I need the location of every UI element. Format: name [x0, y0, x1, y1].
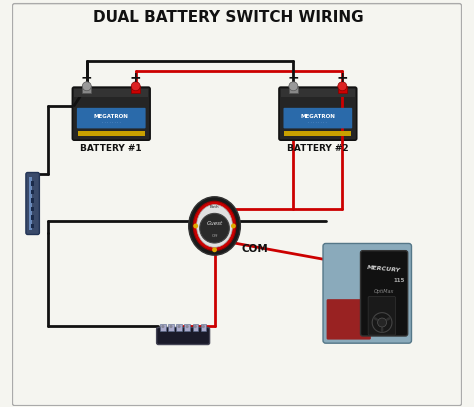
Text: BATTERY #2: BATTERY #2 — [287, 144, 349, 153]
Bar — [338, 86, 347, 94]
Circle shape — [372, 313, 392, 333]
Text: COM: COM — [241, 244, 268, 254]
Text: Off: Off — [211, 234, 218, 238]
Circle shape — [200, 213, 229, 243]
Text: −: − — [81, 71, 92, 85]
Bar — [31, 181, 35, 186]
Circle shape — [231, 223, 236, 228]
Circle shape — [177, 325, 181, 328]
FancyBboxPatch shape — [368, 296, 395, 335]
Circle shape — [212, 247, 217, 252]
Circle shape — [289, 82, 298, 91]
FancyBboxPatch shape — [77, 108, 146, 128]
FancyBboxPatch shape — [327, 299, 371, 339]
Text: Guest: Guest — [207, 221, 223, 226]
Text: 115: 115 — [394, 278, 405, 283]
Text: OptiMax: OptiMax — [374, 289, 394, 293]
Text: MERCURY: MERCURY — [367, 265, 401, 273]
Bar — [31, 215, 35, 220]
Ellipse shape — [386, 317, 391, 321]
Circle shape — [202, 325, 205, 328]
Bar — [31, 190, 35, 194]
Circle shape — [194, 325, 197, 328]
Bar — [131, 86, 140, 94]
FancyBboxPatch shape — [156, 328, 210, 345]
Circle shape — [186, 325, 189, 328]
Text: −: − — [288, 71, 299, 85]
Text: +: + — [337, 71, 348, 85]
FancyBboxPatch shape — [73, 87, 150, 140]
Bar — [168, 324, 173, 331]
Bar — [201, 324, 206, 331]
Bar — [31, 224, 35, 228]
Bar — [74, 89, 148, 97]
Text: Both: Both — [210, 205, 219, 209]
Ellipse shape — [193, 201, 236, 251]
Bar — [160, 324, 165, 331]
Bar — [289, 86, 298, 94]
FancyBboxPatch shape — [323, 243, 411, 343]
Bar — [31, 207, 35, 211]
Ellipse shape — [189, 197, 240, 255]
Text: MEGATRON: MEGATRON — [94, 114, 128, 119]
Ellipse shape — [197, 205, 233, 247]
FancyBboxPatch shape — [283, 108, 352, 128]
Text: MEGATRON: MEGATRON — [301, 114, 335, 119]
Bar — [284, 131, 351, 136]
FancyBboxPatch shape — [26, 173, 39, 234]
Circle shape — [161, 325, 164, 328]
Circle shape — [338, 82, 347, 91]
Bar — [192, 324, 198, 331]
Bar — [82, 86, 91, 94]
Bar — [29, 177, 32, 230]
FancyBboxPatch shape — [361, 251, 408, 336]
Text: · · · · · · · ·: · · · · · · · · — [309, 121, 327, 125]
Circle shape — [193, 223, 198, 228]
Text: DUAL BATTERY SWITCH WIRING: DUAL BATTERY SWITCH WIRING — [93, 10, 364, 24]
Ellipse shape — [374, 317, 378, 321]
Bar — [184, 324, 190, 331]
Bar — [78, 131, 145, 136]
Text: · · · · · · · ·: · · · · · · · · — [102, 121, 120, 125]
Bar — [176, 324, 182, 331]
Circle shape — [169, 325, 173, 328]
Circle shape — [131, 82, 140, 91]
Text: +: + — [130, 71, 142, 85]
Bar — [31, 198, 35, 203]
FancyBboxPatch shape — [279, 87, 357, 140]
Ellipse shape — [381, 327, 383, 333]
Circle shape — [82, 82, 91, 91]
Text: BATTERY #1: BATTERY #1 — [81, 144, 142, 153]
Circle shape — [378, 318, 387, 327]
Bar — [281, 89, 355, 97]
